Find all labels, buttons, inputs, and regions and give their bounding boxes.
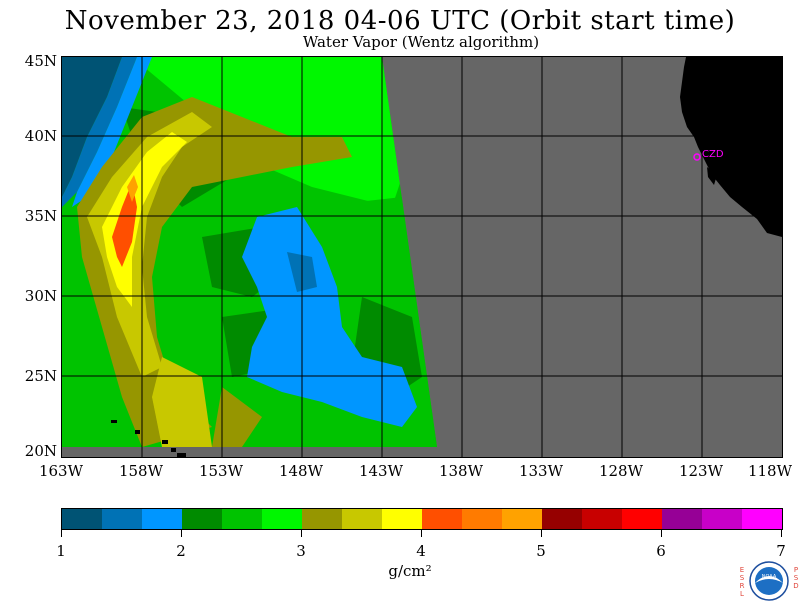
colorbar-segment [102,509,142,529]
lon-label: 123W [678,462,724,480]
lat-label: 30N [24,287,57,305]
water-vapor-swath [62,57,437,447]
colorbar-segment [342,509,382,529]
colorbar-segment [742,509,782,529]
colorbar-segment [142,509,182,529]
lon-label: 153W [198,462,244,480]
colorbar-tick-label: 2 [176,542,186,560]
chart-subtitle: Water Vapor (Wentz algorithm) [302,33,540,51]
lon-label: 128W [598,462,644,480]
colorbar [61,508,783,530]
colorbar-tick-label: 7 [776,542,786,560]
colorbar-segment [382,509,422,529]
lon-label: 158W [118,462,164,480]
water-vapor-map: CZD [61,56,783,458]
lat-label: 35N [24,207,57,225]
hawaii-islands [111,420,186,457]
lon-label: 163W [38,462,84,480]
colorbar-segment [622,509,662,529]
station-marker-icon [693,153,701,161]
colorbar-segment [222,509,262,529]
lat-label: 40N [24,127,57,145]
colorbar-units: g/cm² [388,562,432,580]
colorbar-segment [422,509,462,529]
colorbar-segment [302,509,342,529]
lat-label: 25N [24,367,57,385]
north-america-land [680,57,782,237]
graticule [62,57,782,457]
colorbar-tick-label: 3 [296,542,306,560]
colorbar-segment [262,509,302,529]
station-label: CZD [702,149,724,160]
colorbar-segment [702,509,742,529]
chart-title: November 23, 2018 04-06 UTC (Orbit start… [64,6,736,36]
map-canvas: CZD [62,57,782,457]
lon-label: 133W [518,462,564,480]
colorbar-segment [582,509,622,529]
colorbar-tick-label: 1 [56,542,66,560]
lon-label: 138W [438,462,484,480]
colorbar-segment [502,509,542,529]
lon-label: 118W [747,462,793,480]
lat-label: 20N [24,442,57,460]
lon-label: 143W [358,462,404,480]
lon-label: 148W [278,462,324,480]
lat-label: 45N [24,52,57,70]
colorbar-tick-label: 5 [536,542,546,560]
colorbar-tick-label: 6 [656,542,666,560]
colorbar-tick-label: 4 [416,542,426,560]
colorbar-segment [662,509,702,529]
colorbar-segment [462,509,502,529]
svg-text:NOAA: NOAA [762,574,777,580]
colorbar-segment [182,509,222,529]
colorbar-segment [62,509,102,529]
colorbar-segment [542,509,582,529]
noaa-logo: NOAA [749,561,789,601]
